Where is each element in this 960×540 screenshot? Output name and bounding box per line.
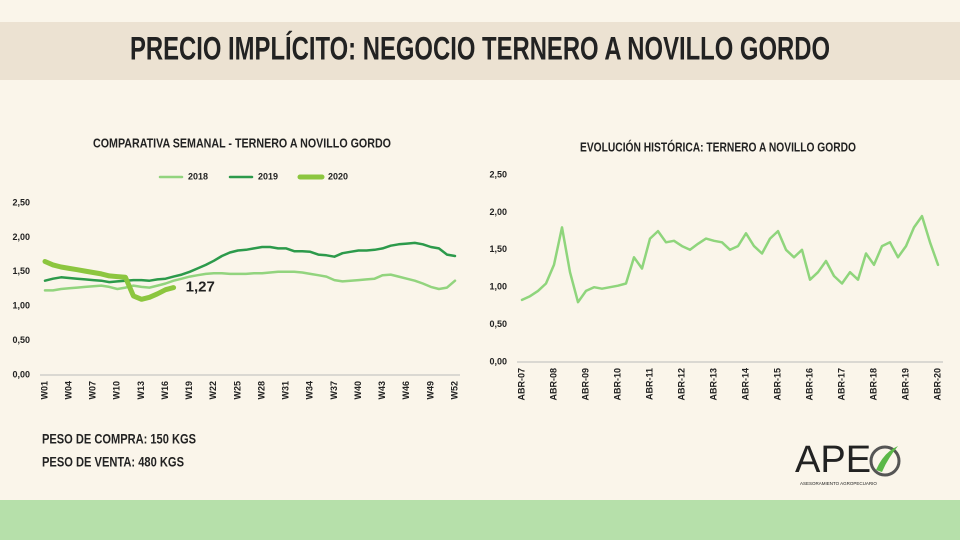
x-tick-label: W16 bbox=[160, 381, 170, 400]
x-tick-label: W01 bbox=[39, 381, 49, 400]
x-tick-label: W04 bbox=[63, 381, 73, 400]
note: PESO DE VENTA: 480 KGS bbox=[42, 454, 184, 470]
x-tick-label: ABR-20 bbox=[932, 368, 942, 401]
x-tick-label: ABR-16 bbox=[804, 368, 814, 401]
x-tick-label: W31 bbox=[281, 381, 291, 400]
y-tick-label: 0,50 bbox=[489, 319, 507, 329]
x-tick-label: W52 bbox=[449, 381, 459, 400]
x-tick-label: ABR-09 bbox=[580, 368, 590, 401]
x-tick-label: W37 bbox=[329, 381, 339, 400]
series-line bbox=[520, 214, 940, 304]
x-tick-label: W49 bbox=[425, 381, 435, 400]
x-tick-label: W19 bbox=[184, 381, 194, 400]
x-tick-label: W07 bbox=[88, 381, 98, 400]
x-tick-label: W28 bbox=[256, 381, 266, 400]
x-tick-label: ABR-11 bbox=[644, 368, 654, 400]
x-tick-label: ABR-12 bbox=[676, 368, 686, 401]
x-tick-label: ABR-13 bbox=[708, 368, 718, 401]
x-tick-label: ABR-17 bbox=[836, 368, 846, 401]
title-band bbox=[0, 22, 960, 80]
y-tick-label: 2,00 bbox=[12, 232, 30, 242]
logo-text: APE bbox=[795, 439, 871, 481]
y-tick-label: 0,00 bbox=[12, 369, 30, 379]
x-tick-label: W10 bbox=[112, 381, 122, 400]
y-tick-label: 2,50 bbox=[489, 169, 507, 179]
x-tick-label: ABR-10 bbox=[612, 368, 622, 401]
series-line bbox=[42, 259, 177, 302]
x-tick-label: ABR-18 bbox=[868, 368, 878, 401]
x-tick-label: W22 bbox=[208, 381, 218, 400]
y-tick-label: 1,00 bbox=[12, 301, 30, 311]
x-tick-label: ABR-14 bbox=[740, 368, 750, 401]
y-tick-label: 2,00 bbox=[489, 207, 507, 217]
logo-tagline: ASESORAMIENTO AGROPECUARIO bbox=[800, 481, 877, 486]
y-tick-label: 1,00 bbox=[489, 282, 507, 292]
y-tick-label: 0,50 bbox=[12, 335, 30, 345]
series-line bbox=[43, 270, 457, 292]
x-tick-label: W43 bbox=[377, 381, 387, 400]
x-tick-label: W46 bbox=[401, 381, 411, 400]
x-tick-label: W34 bbox=[305, 381, 315, 400]
legend-label: 2019 bbox=[258, 171, 278, 181]
logo-leaf bbox=[876, 446, 898, 472]
footer-band bbox=[0, 500, 960, 540]
legend-label: 2018 bbox=[188, 171, 208, 181]
chart-title: EVOLUCIÓN HISTÓRICA: TERNERO A NOVILLO G… bbox=[580, 139, 856, 154]
note: PESO DE COMPRA: 150 KGS bbox=[42, 431, 196, 447]
data-label: 1,27 bbox=[186, 279, 215, 296]
x-tick-label: ABR-15 bbox=[772, 368, 782, 401]
y-tick-label: 0,00 bbox=[489, 356, 507, 366]
chart-title: COMPARATIVA SEMANAL - TERNERO A NOVILLO … bbox=[93, 135, 391, 150]
x-tick-label: ABR-08 bbox=[548, 368, 558, 401]
x-tick-label: ABR-07 bbox=[516, 368, 526, 401]
x-tick-label: W13 bbox=[136, 381, 146, 400]
series-line bbox=[43, 241, 457, 284]
slide-title: PRECIO IMPLÍCITO: NEGOCIO TERNERO A NOVI… bbox=[130, 30, 830, 66]
y-tick-label: 2,50 bbox=[12, 197, 30, 207]
x-tick-label: W25 bbox=[232, 381, 242, 400]
y-tick-label: 1,50 bbox=[489, 244, 507, 254]
x-tick-label: ABR-19 bbox=[900, 368, 910, 401]
logo-ring bbox=[869, 445, 901, 477]
x-tick-label: W40 bbox=[353, 381, 363, 400]
legend-label: 2020 bbox=[328, 171, 348, 181]
y-tick-label: 1,50 bbox=[12, 266, 30, 276]
